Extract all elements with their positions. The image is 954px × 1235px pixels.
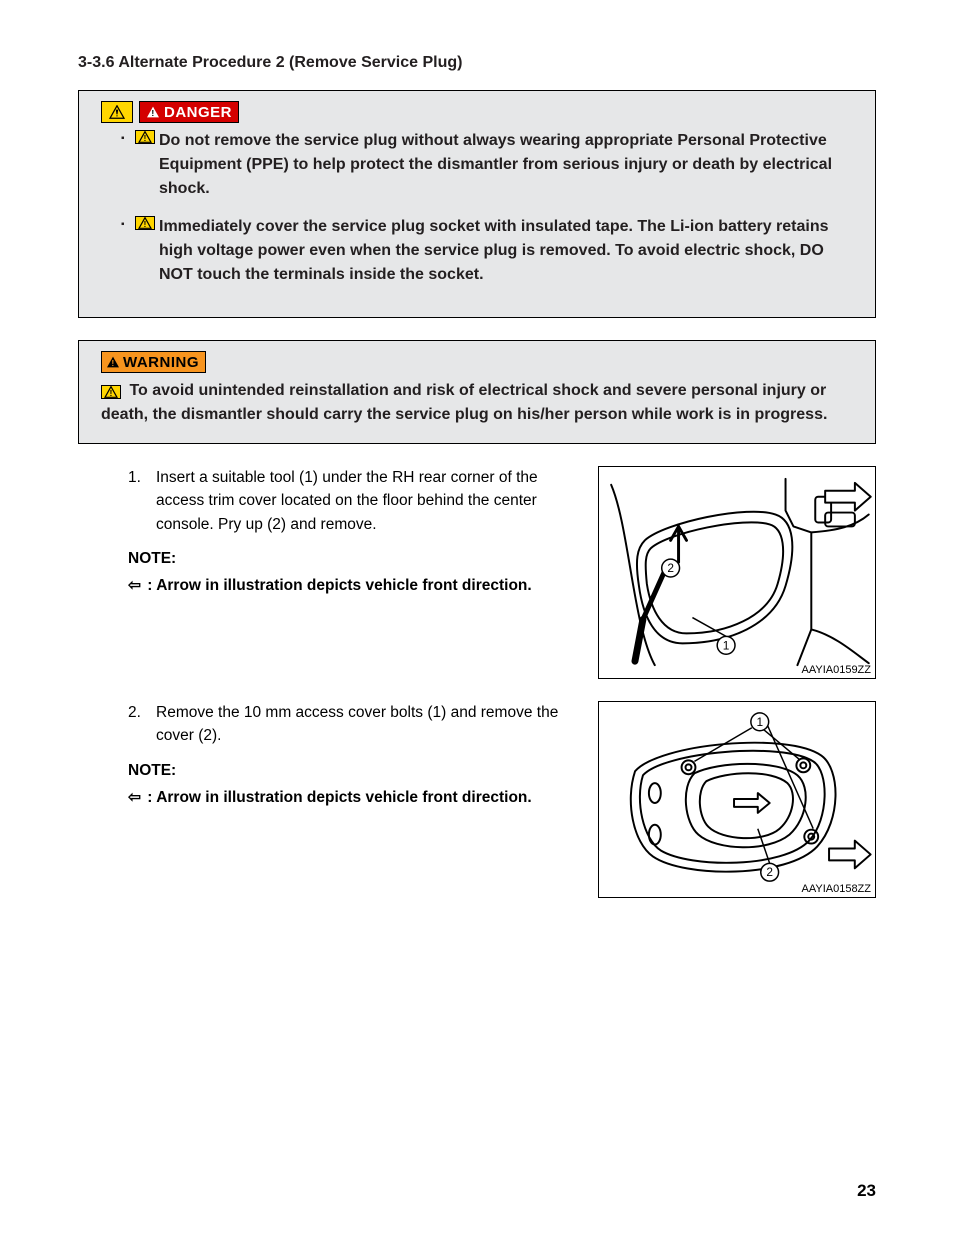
step-line: 2. Remove the 10 mm access cover bolts (1… <box>128 701 574 748</box>
note-body: ⇦ : Arrow in illustration depicts vehicl… <box>128 574 574 598</box>
step-text: 2. Remove the 10 mm access cover bolts (1… <box>78 701 574 810</box>
svg-text:2: 2 <box>667 561 674 575</box>
hazard-triangle-icon <box>109 105 125 119</box>
danger-bullet: ! Immediately cover the service plug soc… <box>121 215 853 287</box>
svg-text:!: ! <box>144 134 147 143</box>
note-body-text: : Arrow in illustration depicts vehicle … <box>147 789 531 806</box>
page-number: 23 <box>857 1181 876 1201</box>
danger-bullet-text: Immediately cover the service plug socke… <box>159 218 829 283</box>
step-line: 1. Insert a suitable tool (1) under the R… <box>128 466 574 536</box>
warning-box: ! WARNING ! To avoid unintended reinstal… <box>78 340 876 444</box>
hazard-inline-icon: ! <box>101 385 121 399</box>
danger-bullet-text: Do not remove the service plug without a… <box>159 132 832 197</box>
step-number: 2. <box>128 701 150 724</box>
vehicle-front-arrow-icon: ⇦ <box>128 789 147 806</box>
note-body: ⇦ : Arrow in illustration depicts vehicl… <box>128 786 574 810</box>
step-number: 1. <box>128 466 150 489</box>
warning-label-text: WARNING <box>123 354 199 371</box>
danger-bullet: ! Do not remove the service plug without… <box>121 129 853 201</box>
steps-list: 1. Insert a suitable tool (1) under the R… <box>78 466 876 898</box>
warning-body: ! To avoid unintended reinstallation and… <box>101 379 853 427</box>
svg-text:!: ! <box>151 108 154 118</box>
danger-box: ! DANGER ! Do not remove the service plu… <box>78 90 876 318</box>
danger-label-row: ! DANGER <box>101 101 853 123</box>
note-label: NOTE: <box>128 550 574 568</box>
figure-code: AAYIA0158ZZ <box>802 883 872 895</box>
svg-text:!: ! <box>112 359 115 368</box>
warning-label: ! WARNING <box>101 351 206 373</box>
danger-label-text: DANGER <box>164 104 232 121</box>
hazard-inline-icon: ! <box>135 216 155 230</box>
step: 1. Insert a suitable tool (1) under the R… <box>78 466 876 679</box>
step-body: Insert a suitable tool (1) under the RH … <box>156 469 538 533</box>
step: 2. Remove the 10 mm access cover bolts (1… <box>78 701 876 898</box>
warning-label-row: ! WARNING <box>101 351 853 373</box>
figure: 1 2 AAYIA0158ZZ <box>598 701 876 898</box>
hazard-triangle-box <box>101 101 133 123</box>
svg-text:1: 1 <box>723 638 730 652</box>
note-label: NOTE: <box>128 762 574 780</box>
section-heading: 3-3.6 Alternate Procedure 2 (Remove Serv… <box>78 54 876 72</box>
vehicle-front-arrow-icon: ⇦ <box>128 577 147 594</box>
danger-label: ! DANGER <box>139 101 239 123</box>
note-body-text: : Arrow in illustration depicts vehicle … <box>147 577 531 594</box>
svg-text:1: 1 <box>756 715 763 729</box>
step-body: Remove the 10 mm access cover bolts (1) … <box>156 704 558 744</box>
svg-text:!: ! <box>144 220 147 229</box>
figure-code: AAYIA0159ZZ <box>802 664 872 676</box>
warning-body-text: To avoid unintended reinstallation and r… <box>101 382 827 423</box>
danger-bullets: ! Do not remove the service plug without… <box>101 129 853 287</box>
svg-text:2: 2 <box>766 865 773 879</box>
figure-illustration: 2 1 <box>599 467 875 678</box>
step-text: 1. Insert a suitable tool (1) under the R… <box>78 466 574 598</box>
figure: 2 1 AAYIA0159ZZ <box>598 466 876 679</box>
figure-illustration: 1 2 <box>599 702 875 897</box>
hazard-inline-icon: ! <box>135 130 155 144</box>
danger-triangle-icon: ! <box>146 106 160 118</box>
svg-text:!: ! <box>110 389 113 398</box>
warning-triangle-icon: ! <box>106 356 120 368</box>
